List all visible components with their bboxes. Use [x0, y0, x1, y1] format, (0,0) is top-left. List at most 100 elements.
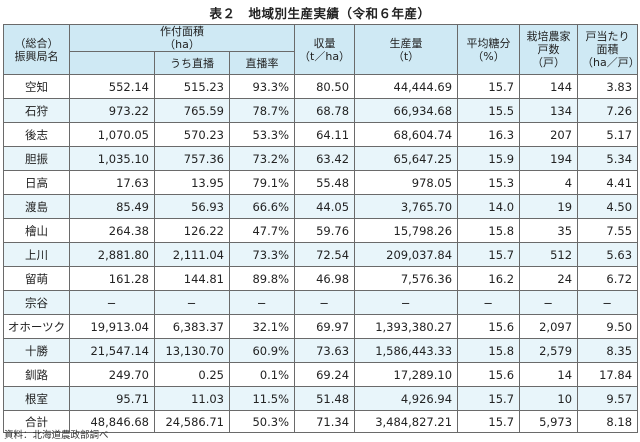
table-row: 上川 2,881.80 2,111.04 73.3% 72.54 209,037.84 15…: [3, 242, 639, 267]
table-title: 表２ 地域別生産実績（令和６年産）: [209, 6, 431, 21]
cell-farms: 207: [519, 122, 579, 147]
cell-farms: 134: [519, 98, 579, 123]
cell-yield: 63.42: [294, 146, 356, 171]
cell-rate: 73.2%: [228, 146, 296, 171]
cell-direct: −: [154, 290, 230, 315]
cell-direct: 144.81: [154, 266, 230, 291]
cell-production: 68,604.74: [354, 122, 459, 147]
cell-farms: 10: [519, 386, 579, 411]
cell-farms: 2,579: [519, 338, 579, 363]
cell-direct: 56.93: [154, 194, 230, 219]
header-region: （総合） 振興局名: [3, 24, 70, 75]
cell-production: 1,393,380.27: [354, 314, 459, 339]
cell-rate: −: [228, 290, 296, 315]
cell-rate: 89.8%: [228, 266, 296, 291]
table-row: 渡島 85.49 56.93 66.6% 44.05 3,765.70 14.0 19 4.50: [3, 194, 639, 219]
cell-per-farm: −: [577, 290, 639, 315]
cell-farms: 19: [519, 194, 579, 219]
cell-direct: 13,130.70: [154, 338, 230, 363]
cell-region: 合計: [3, 410, 70, 433]
cell-per-farm: 9.57: [577, 386, 639, 411]
header-sugar: 平均糖分 （%）: [457, 24, 521, 75]
cell-rate: 50.3%: [228, 410, 296, 433]
cell-sugar: 16.3: [457, 122, 521, 147]
cell-region: 胆振: [3, 146, 70, 171]
cell-yield: 71.34: [294, 410, 356, 433]
cell-sugar: 15.5: [457, 98, 521, 123]
cell-production: 17,289.10: [354, 362, 459, 387]
cell-sugar: 15.7: [457, 386, 521, 411]
cell-area: 1,070.05: [69, 122, 155, 147]
table-body: 空知 552.14 515.23 93.3% 80.50 44,444.69 15.7 144…: [3, 74, 639, 433]
table-row: 空知 552.14 515.23 93.3% 80.50 44,444.69 15.7 144…: [3, 74, 639, 99]
cell-yield: 46.98: [294, 266, 356, 291]
table-row: 合計 48,846.68 24,586.71 50.3% 71.34 3,484,827.…: [3, 410, 639, 433]
cell-yield: 72.54: [294, 242, 356, 267]
cell-area: 95.71: [69, 386, 155, 411]
cell-direct: 11.03: [154, 386, 230, 411]
cell-area: 249.70: [69, 362, 155, 387]
cell-per-farm: 7.55: [577, 218, 639, 243]
cell-rate: 32.1%: [228, 314, 296, 339]
cell-direct: 765.59: [154, 98, 230, 123]
cell-yield: 51.48: [294, 386, 356, 411]
cell-area: 2,881.80: [69, 242, 155, 267]
table-row: 十勝 21,547.14 13,130.70 60.9% 73.63 1,586,443.…: [3, 338, 639, 363]
cell-direct: 13.95: [154, 170, 230, 195]
cell-yield: 44.05: [294, 194, 356, 219]
cell-area: 552.14: [69, 74, 155, 99]
cell-area: 21,547.14: [69, 338, 155, 363]
cell-rate: 0.1%: [228, 362, 296, 387]
cell-area: 264.38: [69, 218, 155, 243]
cell-production: 978.05: [354, 170, 459, 195]
cell-sugar: 15.7: [457, 74, 521, 99]
cell-production: 3,765.70: [354, 194, 459, 219]
cell-production: 3,484,827.21: [354, 410, 459, 433]
cell-sugar: 16.2: [457, 266, 521, 291]
table-row: 釧路 249.70 0.25 0.1% 69.24 17,289.10 15.6 14 17.8…: [3, 362, 639, 387]
cell-rate: 93.3%: [228, 74, 296, 99]
header-per-farm: 戸当たり 面積 （ha／戸）: [577, 24, 639, 75]
cell-production: 4,926.94: [354, 386, 459, 411]
cell-production: 65,647.25: [354, 146, 459, 171]
cell-rate: 66.6%: [228, 194, 296, 219]
cell-direct: 6,383.37: [154, 314, 230, 339]
cell-per-farm: 17.84: [577, 362, 639, 387]
cell-direct: 570.23: [154, 122, 230, 147]
cell-direct: 757.36: [154, 146, 230, 171]
table-row: 檜山 264.38 126.22 47.7% 59.76 15,798.26 15.8 35 7…: [3, 218, 639, 243]
cell-rate: 73.3%: [228, 242, 296, 267]
cell-per-farm: 3.83: [577, 74, 639, 99]
cell-rate: 47.7%: [228, 218, 296, 243]
cell-per-farm: 4.41: [577, 170, 639, 195]
cell-production: −: [354, 290, 459, 315]
header-yield: 収量 （t／ha）: [294, 24, 356, 75]
cell-region: 十勝: [3, 338, 70, 363]
table-row: 石狩 973.22 765.59 78.7% 68.78 66,934.68 15.5 134…: [3, 98, 639, 123]
cell-sugar: 15.3: [457, 170, 521, 195]
header-direct-rate: 直播率: [228, 51, 296, 75]
cell-area: 85.49: [69, 194, 155, 219]
cell-sugar: 14.0: [457, 194, 521, 219]
table-row: 留萌 161.28 144.81 89.8% 46.98 7,576.36 16.2 24 6.…: [3, 266, 639, 291]
cell-area: 161.28: [69, 266, 155, 291]
cell-rate: 78.7%: [228, 98, 296, 123]
cell-direct: 126.22: [154, 218, 230, 243]
cell-per-farm: 8.35: [577, 338, 639, 363]
cell-farms: 35: [519, 218, 579, 243]
cell-farms: 24: [519, 266, 579, 291]
cell-farms: 2,097: [519, 314, 579, 339]
cell-farms: 4: [519, 170, 579, 195]
cell-production: 209,037.84: [354, 242, 459, 267]
cell-production: 1,586,443.33: [354, 338, 459, 363]
cell-region: 檜山: [3, 218, 70, 243]
cell-region: 後志: [3, 122, 70, 147]
cell-sugar: 15.8: [457, 338, 521, 363]
header-area-total: [69, 51, 155, 75]
cell-direct: 24,586.71: [154, 410, 230, 433]
table-row: 胆振 1,035.10 757.36 73.2% 63.42 65,647.25 15.9 1…: [3, 146, 639, 171]
cell-region: 上川: [3, 242, 70, 267]
cell-region: 日高: [3, 170, 70, 195]
cell-area: −: [69, 290, 155, 315]
cell-per-farm: 9.50: [577, 314, 639, 339]
